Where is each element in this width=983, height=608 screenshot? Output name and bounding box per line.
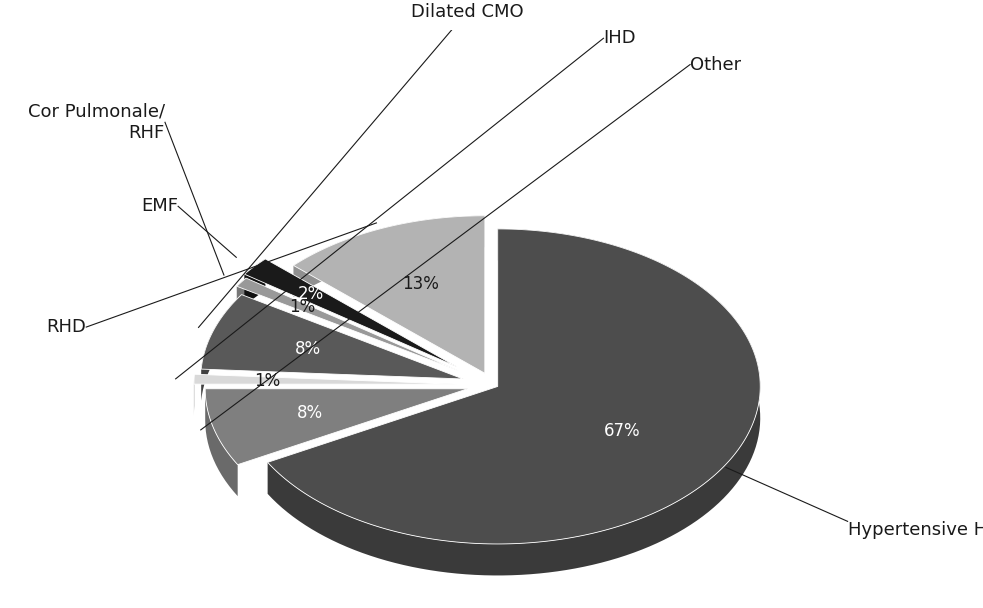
Text: Hypertensive HF: Hypertensive HF	[847, 522, 983, 539]
Text: IHD: IHD	[604, 29, 636, 47]
Text: 1%: 1%	[289, 298, 316, 316]
Polygon shape	[237, 278, 246, 318]
Polygon shape	[294, 216, 485, 373]
Polygon shape	[194, 375, 456, 384]
Text: RHD: RHD	[46, 318, 87, 336]
Polygon shape	[267, 229, 760, 575]
Text: 1%: 1%	[255, 371, 280, 390]
Text: 2%: 2%	[298, 286, 324, 303]
Text: 67%: 67%	[604, 421, 640, 440]
Text: 8%: 8%	[297, 404, 323, 422]
Text: 13%: 13%	[402, 275, 438, 292]
Polygon shape	[202, 295, 463, 379]
Text: EMF: EMF	[142, 198, 178, 215]
Polygon shape	[294, 216, 485, 297]
Text: Cor Pulmonale/
RHF: Cor Pulmonale/ RHF	[28, 103, 165, 142]
Polygon shape	[205, 389, 238, 496]
Text: Dilated CMO: Dilated CMO	[411, 3, 523, 21]
Polygon shape	[245, 259, 265, 306]
Text: Other: Other	[690, 55, 741, 74]
Text: 8%: 8%	[295, 340, 321, 358]
Polygon shape	[245, 259, 457, 367]
Polygon shape	[267, 229, 760, 544]
Polygon shape	[202, 295, 242, 401]
Polygon shape	[237, 278, 458, 371]
Polygon shape	[205, 389, 468, 465]
